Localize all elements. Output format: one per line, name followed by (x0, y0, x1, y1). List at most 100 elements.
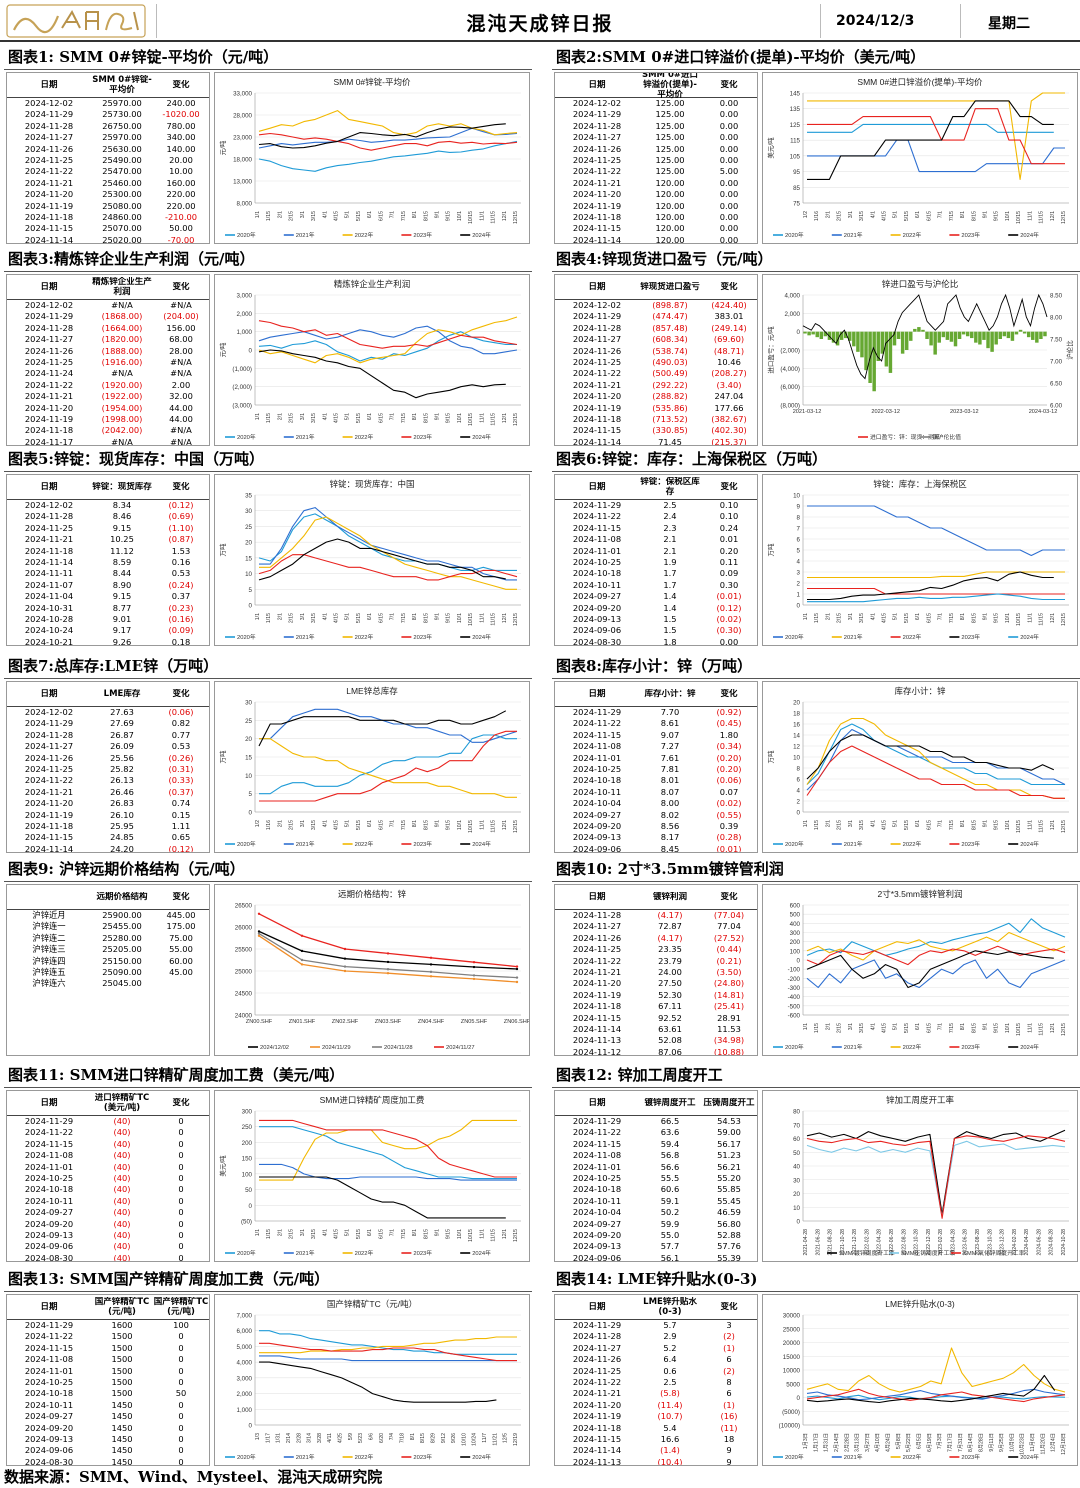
table-header: 日期 镀锌周度开工 压铸周度开工 (555, 1091, 757, 1116)
series-line (258, 320, 518, 349)
row-date: 2024-11-20 (24, 402, 74, 413)
row-date: 2024-11-14 (572, 436, 622, 446)
bar (921, 329, 925, 332)
column-header: 日期 (40, 689, 58, 699)
row-value: (10.4) (657, 1456, 683, 1466)
table-row: 2024-11-19 (535.86) 177.66 (555, 403, 757, 414)
x-tick-label: 8/1 (412, 211, 418, 218)
x-tick-label: 6/1 (915, 820, 921, 827)
row-value: 20.00 (169, 154, 193, 165)
y-tick-label: 18,000 (233, 157, 252, 164)
row-date: 2024-11-18 (24, 820, 74, 831)
bar (823, 331, 828, 337)
chart: SMM 0#进口锌溢价(提单)-平均价 145 135 125 115 105 95 85 75… (762, 72, 1078, 244)
y-tick-label: 10 (793, 755, 800, 762)
series-line (806, 1129, 1066, 1215)
x-tick-label: 8/1 (960, 613, 966, 620)
row-value: 25045.00 (102, 978, 142, 989)
row-value: 0.16 (171, 556, 191, 567)
legend-label: 2024年 (1020, 231, 1039, 239)
row-value: (608.34) (652, 334, 688, 345)
row-value: 0.00 (719, 189, 739, 200)
row-value: (1820.00) (101, 334, 143, 345)
row-value: 8.01 (660, 775, 680, 786)
table-row: 2024-11-22 2.4 0.10 (555, 511, 757, 522)
row-value: 71.45 (658, 436, 682, 446)
x-tick-label: 2021-06-28 (815, 1229, 821, 1256)
x-tick-label: 9/15 (446, 820, 452, 830)
row-value: 1.5 (663, 625, 677, 636)
table-row: 2024-12-02 8.34 (0.12) (7, 500, 209, 511)
row-date: 2024-09-06 (572, 1252, 622, 1262)
y-axis-label: 美元/吨 (218, 1155, 227, 1177)
x-tick-label: 9月11日 (988, 1433, 995, 1452)
x-tick-label: 10/15 (468, 1229, 474, 1242)
x-tick-label: 5/1 (345, 211, 351, 218)
legend-label: 2024年 (1020, 633, 1039, 641)
panel-title: 图表8:库存小计：锌（万吨） (552, 655, 1080, 679)
row-value: (14.81) (713, 989, 745, 1000)
table-row: 2024-10-25 55.5 55.20 (555, 1173, 757, 1184)
x-tick-label: 8/15 (423, 820, 429, 830)
row-value: -70.00 (167, 234, 195, 244)
row-date: 2024-09-27 (572, 809, 622, 820)
row-date: 2024-11-27 (24, 334, 74, 345)
series-line (807, 571, 1054, 601)
x-tick-label: 1/17 (265, 1433, 271, 1443)
chart: LME锌升贴水(0-3) 30000 25000 20000 15000 10000 500… (762, 1294, 1078, 1466)
x-tick-label: 5/1 (893, 613, 899, 620)
row-value: 8.77 (112, 602, 132, 613)
table-row: 2024-12-02 25970.00 240.00 (7, 98, 209, 109)
x-tick-label: 11/15 (1039, 820, 1045, 833)
x-tick-label: 9/15 (446, 1229, 452, 1239)
table-row: 2024-11-29 1600 100 (7, 1320, 209, 1331)
x-tick-label: 7/15 (401, 613, 407, 623)
row-value: 0.20 (719, 545, 739, 556)
row-value: 52.88 (717, 1229, 741, 1240)
bar (819, 331, 824, 339)
x-tick-label: 6/15 (378, 613, 384, 623)
row-value: (40) (113, 1172, 131, 1183)
chart-title: 精炼锌企业生产利润 (334, 279, 411, 289)
y-axis-label: 万吨 (766, 750, 775, 764)
row-date: 2024-11-20 (24, 798, 74, 809)
row-value: 120.00 (655, 177, 685, 188)
x-tick-label: 12/1 (1050, 613, 1056, 623)
row-value: (40) (113, 1184, 131, 1195)
row-value: 125.00 (655, 120, 685, 131)
chart: 远期价格结构：锌 26500 26000 25500 25000 24500 24000 ZN… (214, 884, 530, 1056)
data-point (515, 965, 519, 968)
table-row: 2024-11-21 (292.22) (3.40) (555, 380, 757, 391)
x-tick-label: 11/1 (1027, 211, 1033, 221)
x-tick-label: 4/1 (870, 820, 876, 827)
column-header: 压铸周度开工 (703, 1098, 755, 1108)
x-tick-label: 2/1 (825, 211, 831, 218)
row-value: 0.82 (171, 718, 191, 729)
table-row: 2024-10-11 1450 0 (7, 1400, 209, 1411)
legend-label: 2020年 (785, 231, 804, 239)
bar (1035, 331, 1039, 343)
table-row: 2024-11-27 125.00 0.00 (555, 132, 757, 143)
series-line (806, 1140, 1066, 1218)
bar (1022, 331, 1027, 334)
table-row: 2024-10-18 (40) 0 (7, 1184, 209, 1195)
row-value: (0.44) (716, 944, 742, 955)
data-point (257, 932, 261, 935)
table-row: 2024-11-26 125.00 0.00 (555, 144, 757, 155)
row-value: 28.00 (169, 345, 193, 356)
row-value: 0 (178, 1456, 184, 1466)
x-tick-label: ZN00.SHF (246, 1019, 273, 1025)
row-value: 25730.00 (102, 109, 142, 120)
x-tick-label: 8/15 (971, 613, 977, 623)
x-tick-label: 5/1 (893, 1023, 899, 1030)
series-line (259, 734, 517, 795)
y-tick-label: 200 (242, 1140, 253, 1147)
row-date: 2024-11-28 (24, 511, 74, 522)
x-tick-label: 10/15 (1016, 613, 1022, 626)
x-tick-label: 9/15 (446, 413, 452, 423)
row-value: (77.04) (713, 910, 745, 920)
series-line (259, 1330, 517, 1355)
row-value: 0 (178, 1138, 184, 1149)
row-value: 0.00 (719, 98, 739, 108)
x-tick-label: 10/10 (461, 1433, 467, 1446)
